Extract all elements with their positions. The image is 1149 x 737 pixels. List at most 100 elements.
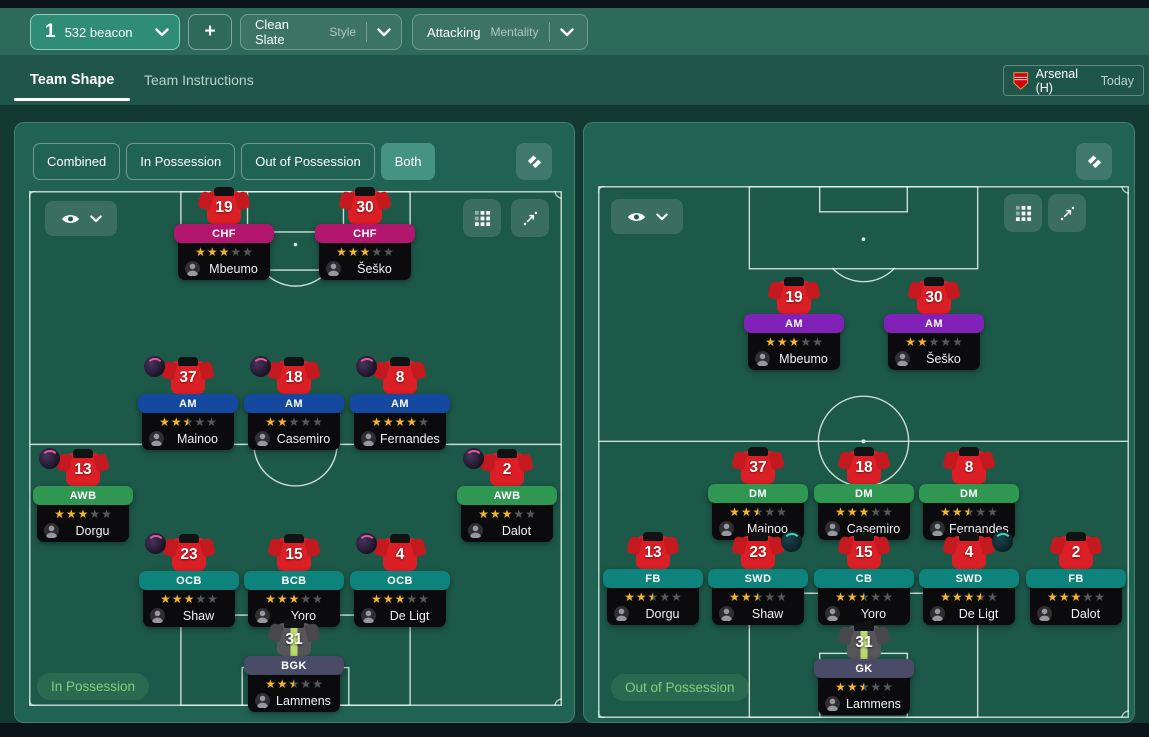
player-de-ligt-swd[interactable]: 4 SWD ★ ★ ★ ★ ★ ★ De Ligt [919, 531, 1019, 625]
player-mbeumo-chf[interactable]: 19 CHF ★ ★ ★ ★ ★ Mbeumo [174, 187, 274, 280]
role-label: DM [814, 484, 914, 503]
player-card[interactable]: FB ★ ★ ★ ★ ★ ★ Dorgu [603, 569, 703, 625]
player-dorgu-awb[interactable]: 13 AWB ★ ★ ★ ★ ★ Dorgu [33, 448, 133, 542]
avatar-icon [930, 521, 945, 537]
shirt-number: 31 [285, 630, 303, 648]
filter-out-of-possession[interactable]: Out of Possession [241, 143, 375, 180]
style-selector[interactable]: Clean Slate Style [240, 14, 402, 50]
player-yoro-cb[interactable]: 15 CB ★ ★ ★ ★ ★ ★ Yoro [814, 532, 914, 625]
in-possession-panel: Combined In Possession Out of Possession Bo… [14, 122, 575, 723]
tactic-selector[interactable]: 1 532 beacon [30, 14, 180, 50]
player-card[interactable]: AM ★ ★ ★ ★ ★ Mbeumo [744, 314, 844, 370]
player-card[interactable]: OCB ★ ★ ★ ★ ★ De Ligt [350, 571, 450, 627]
shirt-collar [643, 532, 663, 541]
player-dalot-fb[interactable]: 2 FB ★ ★ ★ ★ ★ Dalot [1026, 532, 1126, 625]
avatar-icon [825, 606, 840, 622]
player-shirt: 19 [207, 187, 241, 224]
bottom-edge [0, 723, 1149, 737]
player-card[interactable]: AWB ★ ★ ★ ★ ★ Dorgu [33, 486, 133, 542]
shirt-number: 8 [964, 458, 974, 476]
tab-team-instructions-label: Team Instructions [144, 72, 254, 88]
player-name: Lammens [846, 696, 901, 711]
player-card[interactable]: BGK ★ ★ ★ ★ ★ ★ Lammens [244, 656, 344, 712]
player-card[interactable]: GK ★ ★ ★ ★ ★ ★ Lammens [814, 659, 914, 715]
player-fernandes-dm[interactable]: 8 DM ★ ★ ★ ★ ★ ★ Fernandes [919, 447, 1019, 540]
player-yoro-bcb[interactable]: 15 BCB ★ ★ ★ ★ ★ Yoro [244, 534, 344, 627]
player-card[interactable]: CB ★ ★ ★ ★ ★ ★ Yoro [814, 569, 914, 625]
filter-both[interactable]: Both [380, 143, 436, 180]
shirt-collar [1066, 532, 1086, 541]
duty-icon [39, 448, 60, 469]
player-card[interactable]: FB ★ ★ ★ ★ ★ Dalot [1026, 569, 1126, 625]
shirt-collar [284, 357, 304, 366]
star-rating: ★ ★ ★ ★ ★ ★ [940, 504, 998, 519]
player-dorgu-fb[interactable]: 13 FB ★ ★ ★ ★ ★ ★ Dorgu [603, 532, 703, 625]
player-card[interactable]: AWB ★ ★ ★ ★ ★ Dalot [457, 486, 557, 542]
star-rating: ★ ★ ★ ★ ★ [835, 504, 893, 519]
player-shirt: 15 [277, 534, 311, 571]
player-shaw-swd[interactable]: 23 SWD ★ ★ ★ ★ ★ ★ Shaw [708, 531, 808, 625]
player-mbeumo-am[interactable]: 19 AM ★ ★ ★ ★ ★ Mbeumo [744, 277, 844, 370]
player-shirt: 8 [383, 357, 417, 394]
tab-team-instructions[interactable]: Team Instructions [128, 55, 270, 105]
player-e-ko-am[interactable]: 30 AM ★ ★ ★ ★ ★ Šeško [884, 277, 984, 370]
player-card[interactable]: AM ★ ★ ★ ★ ★ Casemiro [244, 394, 344, 450]
player-card[interactable]: CHF ★ ★ ★ ★ ★ Šeško [315, 224, 415, 280]
visibility-dropdown[interactable] [45, 201, 117, 236]
shirt-number: 37 [749, 458, 767, 476]
player-card[interactable]: OCB ★ ★ ★ ★ ★ Shaw [139, 571, 239, 627]
expand-view-button[interactable] [511, 199, 549, 237]
role-label: CHF [174, 224, 274, 243]
player-lammens-bgk[interactable]: 31 BGK ★ ★ ★ ★ ★ ★ Lammens [244, 619, 344, 712]
role-label: AM [244, 394, 344, 413]
shirt-collar [854, 447, 874, 456]
visibility-dropdown[interactable] [611, 199, 683, 234]
player-card[interactable]: SWD ★ ★ ★ ★ ★ ★ Shaw [708, 569, 808, 625]
filter-in-possession[interactable]: In Possession [126, 143, 236, 180]
kit-style-button[interactable] [1076, 143, 1112, 180]
add-tactic-button[interactable]: + [188, 14, 232, 50]
player-lammens-gk[interactable]: 31 GK ★ ★ ★ ★ ★ ★ Lammens [814, 622, 914, 715]
player-mainoo-dm[interactable]: 37 DM ★ ★ ★ ★ ★ ★ Mainoo [708, 447, 808, 540]
player-shirt: 30 [348, 187, 382, 224]
grid-view-button[interactable] [463, 199, 501, 237]
duty-icon [992, 531, 1013, 552]
player-casemiro-dm[interactable]: 18 DM ★ ★ ★ ★ ★ Casemiro [814, 447, 914, 540]
star-rating: ★ ★ ★ ★ ★ [371, 591, 429, 606]
shirt-number: 4 [964, 543, 974, 561]
shirt-collar [497, 449, 517, 458]
player-name: Dorgu [645, 606, 680, 621]
player-card[interactable]: AM ★ ★ ★ ★ ★ Fernandes [350, 394, 450, 450]
tab-team-shape[interactable]: Team Shape [14, 55, 131, 105]
player-card[interactable]: AM ★ ★ ★ ★ ★ Šeško [884, 314, 984, 370]
shirt-number: 19 [785, 288, 803, 306]
player-card[interactable]: CHF ★ ★ ★ ★ ★ Mbeumo [174, 224, 274, 280]
player-casemiro-am[interactable]: 18 AM ★ ★ ★ ★ ★ Casemiro [244, 356, 344, 450]
player-card[interactable]: SWD ★ ★ ★ ★ ★ ★ De Ligt [919, 569, 1019, 625]
mentality-selector[interactable]: Attacking Mentality [412, 14, 588, 50]
shirt-number: 19 [215, 198, 233, 216]
player-fernandes-am[interactable]: 8 AM ★ ★ ★ ★ ★ Fernandes [350, 356, 450, 450]
player-shaw-ocb[interactable]: 23 OCB ★ ★ ★ ★ ★ Shaw [139, 533, 239, 627]
kit-style-button[interactable] [516, 143, 552, 180]
avatar-icon [755, 351, 770, 367]
shirt-collar [355, 187, 375, 196]
player-de-ligt-ocb[interactable]: 4 OCB ★ ★ ★ ★ ★ De Ligt [350, 533, 450, 627]
duty-icon [144, 356, 165, 377]
player-e-ko-chf[interactable]: 30 CHF ★ ★ ★ ★ ★ Šeško [315, 187, 415, 280]
filter-combined[interactable]: Combined [33, 143, 121, 180]
player-card[interactable]: AM ★ ★ ★ ★ ★ ★ Mainoo [138, 394, 238, 450]
role-label: SWD [919, 569, 1019, 588]
player-shirt: 31 [277, 619, 311, 656]
next-fixture-chip[interactable]: Arsenal (H) Today [1003, 65, 1144, 96]
grid-view-button[interactable] [1004, 194, 1042, 232]
player-mainoo-am[interactable]: 37 AM ★ ★ ★ ★ ★ ★ Mainoo [138, 356, 238, 450]
expand-view-button[interactable] [1048, 194, 1086, 232]
star-rating: ★ ★ ★ ★ ★ ★ [729, 504, 787, 519]
shirt-collar [924, 277, 944, 286]
shirt-collar [854, 622, 874, 631]
player-dalot-awb[interactable]: 2 AWB ★ ★ ★ ★ ★ Dalot [457, 448, 557, 542]
active-tab-underline [14, 98, 131, 101]
shirt-collar [959, 532, 979, 541]
